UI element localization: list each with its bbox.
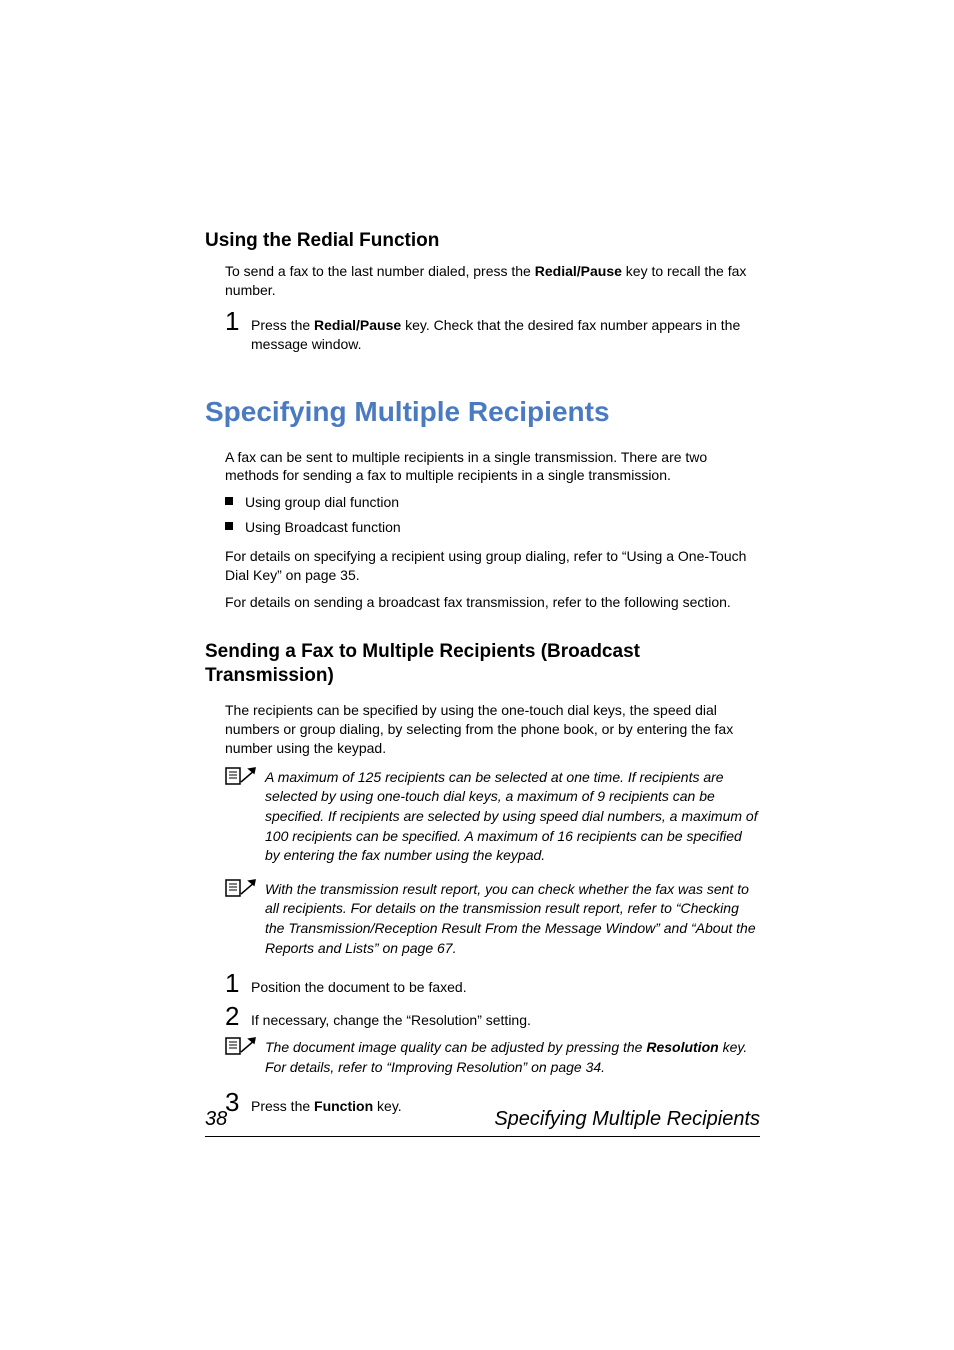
step-1-redial: 1 Press the Redial/Pause key. Check that… <box>225 308 760 354</box>
list-item: Using Broadcast function <box>225 518 760 537</box>
note-icon <box>225 766 265 786</box>
para-broadcast-detail: For details on sending a broadcast fax t… <box>225 593 760 612</box>
note-text: The document image quality can be adjust… <box>265 1036 760 1077</box>
step-number: 1 <box>225 970 251 996</box>
note-text: A maximum of 125 recipients can be selec… <box>265 766 760 866</box>
text: Press the <box>251 317 314 333</box>
list-item: Using group dial function <box>225 493 760 512</box>
heading-broadcast: Sending a Fax to Multiple Recipients (Br… <box>205 640 760 689</box>
step-1-broadcast: 1 Position the document to be faxed. <box>225 970 760 997</box>
step-text: If necessary, change the “Resolution” se… <box>251 1004 531 1030</box>
bullet-icon <box>225 497 233 505</box>
text: The document image quality can be adjust… <box>265 1039 646 1055</box>
heading-multiple-recipients: Specifying Multiple Recipients <box>205 396 760 428</box>
note-resolution: The document image quality can be adjust… <box>225 1036 760 1077</box>
para-broadcast-intro: The recipients can be specified by using… <box>225 701 760 758</box>
bullet-text: Using Broadcast function <box>245 518 401 537</box>
step-number: 1 <box>225 308 251 334</box>
page-content: Using the Redial Function To send a fax … <box>205 230 760 1137</box>
heading-redial: Using the Redial Function <box>205 230 760 252</box>
key-name: Redial/Pause <box>314 317 401 333</box>
page-number: 38 <box>205 1108 227 1131</box>
key-name: Resolution <box>646 1039 718 1055</box>
step-text: Position the document to be faxed. <box>251 971 467 997</box>
note-text: With the transmission result report, you… <box>265 878 760 958</box>
text: To send a fax to the last number dialed,… <box>225 263 535 279</box>
note-result-report: With the transmission result report, you… <box>225 878 760 958</box>
key-name: Redial/Pause <box>535 263 622 279</box>
para-redial-intro: To send a fax to the last number dialed,… <box>225 262 760 300</box>
bullet-icon <box>225 522 233 530</box>
bullet-list: Using group dial function Using Broadcas… <box>225 493 760 537</box>
step-text: Press the Redial/Pause key. Check that t… <box>251 309 760 354</box>
bullet-text: Using group dial function <box>245 493 399 512</box>
note-icon <box>225 878 265 898</box>
para-group-detail: For details on specifying a recipient us… <box>225 547 760 585</box>
footer-rule <box>205 1136 760 1137</box>
para-multi-intro: A fax can be sent to multiple recipients… <box>225 448 760 486</box>
footer-title: Specifying Multiple Recipients <box>494 1108 760 1131</box>
step-number: 2 <box>225 1003 251 1029</box>
step-2-broadcast: 2 If necessary, change the “Resolution” … <box>225 1003 760 1030</box>
note-max-recipients: A maximum of 125 recipients can be selec… <box>225 766 760 866</box>
note-icon <box>225 1036 265 1056</box>
page-footer: 38 Specifying Multiple Recipients <box>205 1108 760 1131</box>
